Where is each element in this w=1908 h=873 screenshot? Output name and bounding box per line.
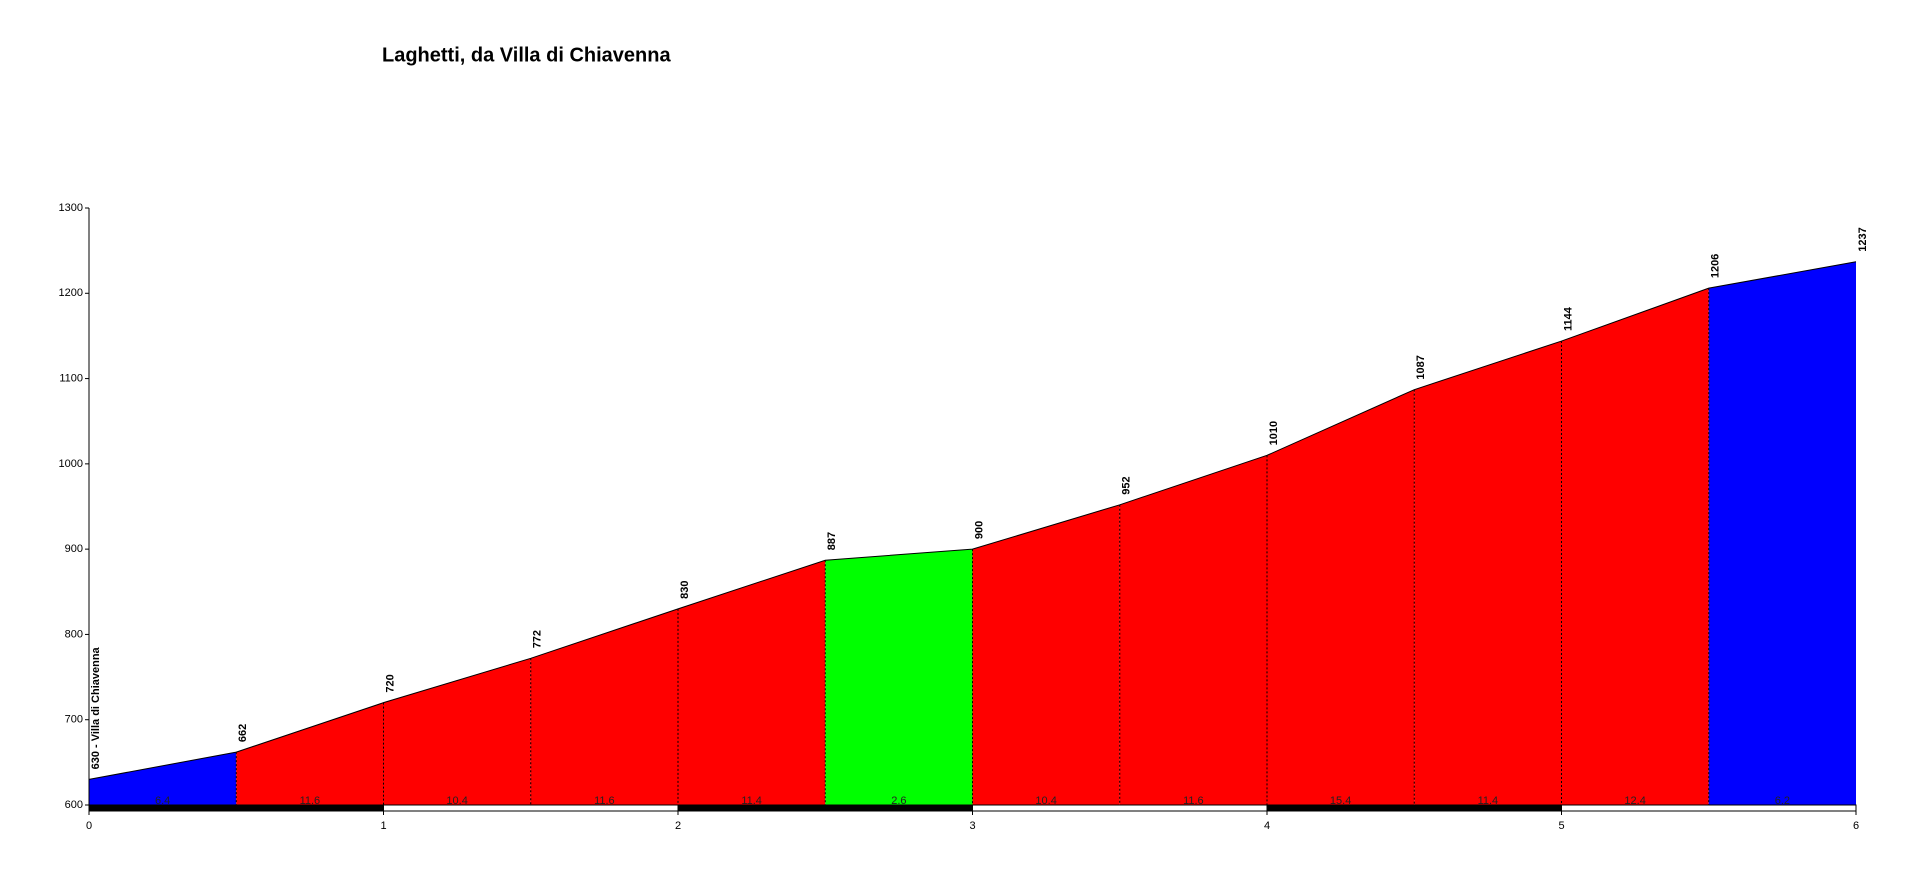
km-stripe <box>88 804 384 812</box>
segment-area <box>972 504 1120 805</box>
y-tick-label: 1300 <box>59 202 83 214</box>
y-tick-label: 1200 <box>59 287 83 299</box>
x-tick-label: 0 <box>86 820 92 832</box>
y-tick-label: 600 <box>65 799 83 811</box>
x-tick-label: 6 <box>1853 820 1859 832</box>
segment-area <box>825 549 973 805</box>
x-tick-label: 1 <box>380 820 386 832</box>
gradient-label: 11.4 <box>741 795 762 807</box>
chart-title: Laghetti, da Villa di Chiavenna <box>382 44 671 66</box>
segment-area <box>1561 288 1709 805</box>
gradient-label: 6.2 <box>1775 795 1790 807</box>
km-stripe <box>972 804 1268 812</box>
point-label: 662 <box>237 724 249 742</box>
point-label: 1206 <box>1710 254 1722 278</box>
point-label: 1237 <box>1857 227 1869 251</box>
km-stripe <box>1266 804 1562 812</box>
point-label: 720 <box>384 674 396 692</box>
segment-area <box>530 608 678 805</box>
point-label: 952 <box>1121 476 1133 494</box>
y-tick-label: 900 <box>65 543 83 555</box>
point-label: 830 <box>679 580 691 598</box>
y-tick-label: 1000 <box>59 458 83 470</box>
gradient-label: 11.4 <box>1478 795 1499 807</box>
point-label: 630 - Villa di Chiavenna <box>90 646 102 769</box>
point-label: 1087 <box>1415 355 1427 379</box>
x-tick-label: 5 <box>1558 820 1564 832</box>
gradient-label: 11.6 <box>594 795 615 807</box>
gradient-label: 12.4 <box>1624 795 1645 807</box>
gradient-label: 11.6 <box>1183 795 1204 807</box>
segment-area <box>1119 455 1267 805</box>
segment-area <box>236 702 384 805</box>
km-stripe <box>1561 804 1857 812</box>
y-tick-label: 1100 <box>59 372 83 384</box>
km-stripe <box>677 804 973 812</box>
profile-line <box>88 261 1857 780</box>
y-tick-label: 800 <box>65 628 83 640</box>
gradient-label: 11.6 <box>300 795 321 807</box>
gradient-label: 10.4 <box>1035 795 1056 807</box>
point-label: 1010 <box>1268 421 1280 445</box>
gradient-label: 6.4 <box>155 795 170 807</box>
x-tick-label: 3 <box>969 820 975 832</box>
segment-area <box>383 658 531 805</box>
gradient-label: 15.4 <box>1330 795 1351 807</box>
y-tick-label: 700 <box>65 714 83 726</box>
km-stripe <box>383 804 679 812</box>
gradient-label: 10.4 <box>446 795 467 807</box>
x-tick-label: 4 <box>1264 820 1270 832</box>
segment-area <box>678 560 826 805</box>
segment-area <box>1267 389 1415 805</box>
point-label: 900 <box>973 521 985 539</box>
point-label: 772 <box>532 630 544 648</box>
point-label: 887 <box>826 532 838 550</box>
segment-area <box>1414 341 1562 805</box>
gradient-label: 2.6 <box>891 795 906 807</box>
point-label: 1144 <box>1562 306 1574 331</box>
x-tick-label: 2 <box>675 820 681 832</box>
segment-area <box>89 752 237 805</box>
segment-area <box>1708 261 1856 806</box>
